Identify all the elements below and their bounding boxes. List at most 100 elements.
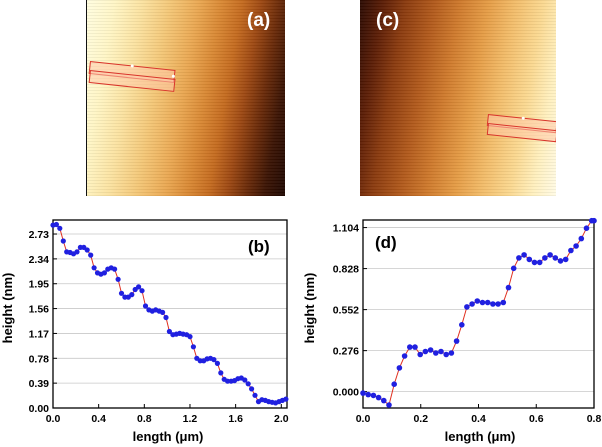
y-tick-label: 1.17 (29, 328, 50, 340)
data-point (568, 247, 574, 254)
y-axis-label: height (nm) (0, 273, 15, 344)
data-point (578, 235, 585, 242)
series-line (362, 220, 594, 406)
y-tick-label: 0.000 (333, 387, 359, 399)
data-point (53, 221, 60, 228)
afm-image-c: (c) (360, 0, 556, 196)
afm-texture (87, 0, 285, 196)
data-point (360, 390, 366, 396)
data-point (407, 344, 413, 350)
data-point (112, 266, 118, 272)
data-point (422, 348, 429, 355)
selection-handle[interactable] (171, 74, 176, 78)
data-point (453, 338, 460, 344)
data-point (60, 238, 66, 244)
data-point (375, 394, 382, 401)
data-point (118, 290, 125, 296)
x-tick-label: 0.2 (413, 413, 428, 425)
data-point (479, 299, 486, 306)
y-tick-label: 0.39 (29, 378, 50, 390)
data-point (526, 256, 533, 263)
y-tick-label: 1.56 (29, 304, 50, 316)
data-point (412, 344, 418, 350)
y-tick-label: 0.00 (29, 403, 50, 415)
data-point (443, 351, 449, 358)
data-point (536, 259, 543, 266)
y-tick-label: 2.73 (29, 229, 50, 241)
data-point (84, 247, 90, 253)
x-tick-label: 0.8 (137, 413, 152, 425)
data-point (386, 402, 392, 408)
x-tick-label: 0.8 (587, 413, 602, 425)
data-point (557, 258, 564, 264)
x-axis-label: length (μm) (445, 429, 516, 444)
data-point (474, 298, 481, 304)
data-point (249, 386, 255, 392)
data-point (495, 301, 501, 307)
data-point (91, 265, 97, 271)
data-point (160, 309, 166, 315)
y-tick-label: 0.828 (333, 264, 359, 276)
data-point (101, 270, 107, 276)
data-point (459, 322, 465, 328)
data-point (365, 391, 371, 398)
x-tick-label: 2.0 (274, 413, 289, 425)
data-point (190, 344, 196, 350)
data-point (438, 348, 444, 355)
data-point (516, 255, 522, 261)
y-tick-label: 0.552 (333, 305, 359, 317)
panel-label-b: (b) (248, 237, 270, 256)
y-tick-label: 0.276 (333, 346, 359, 358)
y-tick-label: 0.78 (29, 353, 50, 365)
data-point (552, 255, 559, 261)
data-point (464, 304, 470, 310)
data-point (505, 284, 512, 291)
panel-label-c: (c) (376, 10, 400, 31)
data-point (283, 396, 289, 402)
x-tick-label: 0.4 (471, 413, 486, 425)
data-point (591, 217, 597, 224)
y-tick-label: 2.34 (29, 254, 50, 266)
y-tick-label: 1.104 (333, 223, 359, 235)
x-tick-label: 1.2 (183, 413, 198, 425)
height-profile-chart-d: 0.000 0.276 0.552 0.828 1.104 0.0 0.2 0.4 0.6 0.8… (302, 217, 602, 444)
y-tick-label: 1.95 (29, 279, 50, 291)
x-tick-label: 0.4 (91, 413, 106, 425)
data-point (57, 225, 63, 231)
x-tick-label: 0.6 (529, 413, 544, 425)
data-point (521, 252, 527, 258)
data-point (252, 392, 258, 398)
y-axis-label: height (nm) (302, 273, 317, 344)
panel-label-a: (a) (247, 10, 271, 31)
x-axis-label: length (μm) (133, 429, 204, 444)
data-point (490, 301, 496, 307)
data-point (242, 377, 248, 383)
data-point (427, 347, 434, 353)
data-point (163, 314, 169, 321)
height-profile-chart-b: 0.00 0.39 0.78 1.17 1.56 1.95 2.34 2.73 0.0 0.4 0.… (0, 219, 289, 444)
data-point (142, 303, 149, 309)
data-point (547, 252, 553, 258)
plot-frame (362, 219, 595, 409)
data-point (562, 256, 569, 263)
selection-handle[interactable] (130, 64, 134, 68)
data-point (218, 370, 224, 376)
afm-image-a: (a) (86, 0, 285, 196)
data-point (417, 351, 423, 358)
data-point (381, 397, 387, 404)
data-point (469, 301, 475, 307)
data-point (370, 392, 377, 399)
data-point (74, 249, 80, 255)
panel-label-d: (d) (375, 233, 397, 252)
data-point (115, 276, 121, 282)
x-tick-label: 0.0 (356, 413, 371, 425)
data-point (166, 328, 172, 335)
data-point (139, 288, 145, 294)
data-point (129, 292, 135, 298)
selection-handle[interactable] (521, 116, 525, 120)
data-point (583, 225, 590, 231)
data-point (211, 357, 217, 363)
x-tick-label: 1.6 (228, 413, 243, 425)
data-point (484, 299, 491, 306)
data-point (531, 259, 538, 266)
